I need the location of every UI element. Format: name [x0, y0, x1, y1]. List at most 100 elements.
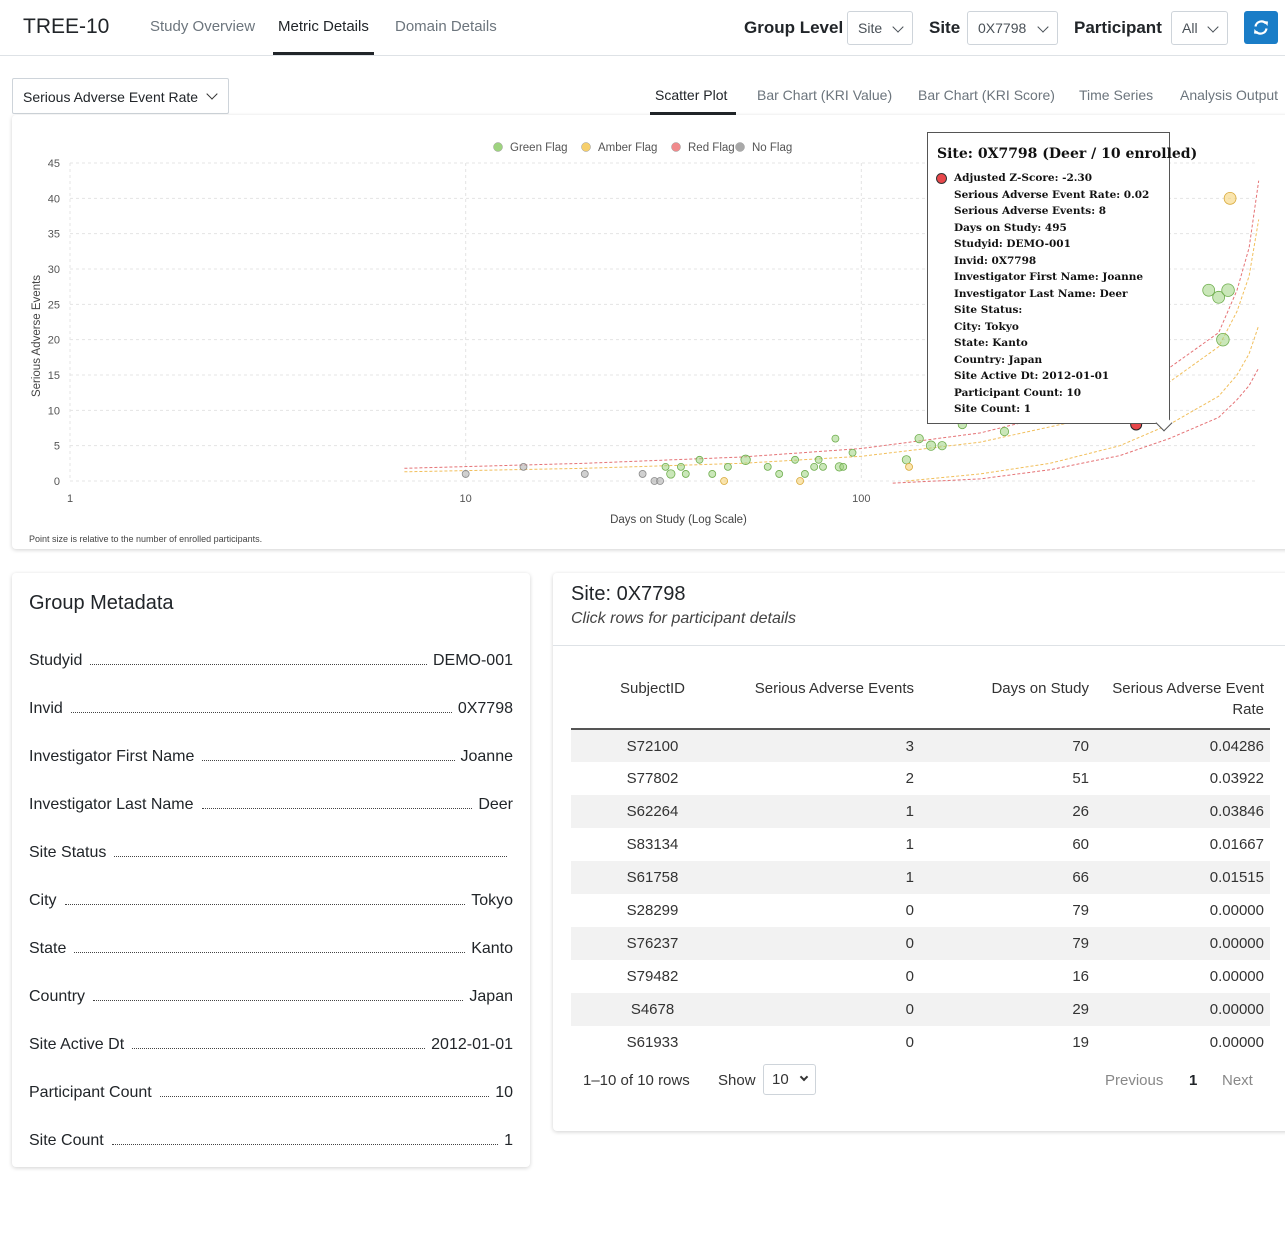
cell-subjectid: S72100 — [571, 729, 734, 762]
tab-analysis-output[interactable]: Analysis Output — [1180, 87, 1279, 103]
metadata-value: Tokyo — [471, 892, 513, 909]
y-tick-label: 15 — [48, 370, 60, 382]
table-row[interactable]: S61933 0 19 0.00000 — [571, 1026, 1270, 1059]
metadata-value: 2012-01-01 — [431, 1036, 513, 1053]
site-select[interactable]: 0X7798 — [967, 11, 1058, 45]
tab-bar-chart-kri-score[interactable]: Bar Chart (KRI Score) — [918, 87, 1055, 103]
table-row[interactable]: S76237 0 79 0.00000 — [571, 927, 1270, 960]
site-point — [839, 462, 848, 471]
page-number-button[interactable]: 1 — [1189, 1072, 1198, 1089]
tab-time-series[interactable]: Time Series — [1079, 87, 1154, 103]
tab-metric-details[interactable]: Metric Details — [278, 18, 369, 35]
site-point — [999, 426, 1010, 437]
dotted-leader — [132, 1048, 426, 1049]
cell-subjectid: S79482 — [626, 968, 679, 985]
tooltip-line: State: Kanto — [954, 337, 1028, 349]
site-point — [1212, 290, 1226, 304]
tooltip-line: Serious Adverse Events: 8 — [954, 205, 1107, 217]
metadata-row: Investigator Last Name Deer — [29, 790, 513, 814]
cell-serious-adverse-events: 0 — [734, 927, 920, 960]
column-header-days-on-study[interactable]: Days on Study — [920, 678, 1095, 730]
dotted-leader — [93, 1000, 464, 1001]
table-row[interactable]: S77802 2 51 0.03922 — [571, 762, 1270, 795]
metadata-key: Country — [29, 988, 86, 1005]
page-size-label: Show — [718, 1072, 756, 1089]
group-level-select[interactable]: Site — [847, 11, 913, 45]
site-point — [905, 462, 913, 471]
top-navbar: TREE-10 Study Overview Metric Details Do… — [0, 0, 1285, 56]
cell-sae-rate: 0.00000 — [1095, 993, 1270, 1026]
red-flag-marker-icon — [936, 173, 947, 184]
tab-study-overview[interactable]: Study Overview — [150, 18, 256, 35]
site-point — [656, 477, 664, 485]
tooltip-line: City: Tokyo — [954, 320, 1019, 333]
table-row[interactable]: S62264 1 26 0.03846 — [571, 795, 1270, 828]
site-label: Site — [929, 18, 961, 37]
site-panel-title: Site: 0X7798 — [571, 583, 686, 605]
refresh-button[interactable] — [1244, 11, 1278, 44]
cell-subjectid: S76237 — [571, 927, 734, 960]
metric-select[interactable]: Serious Adverse Event Rate — [12, 78, 229, 114]
cell-serious-adverse-events: 1 — [905, 836, 914, 853]
y-tick-label: 5 — [54, 441, 60, 453]
table-row[interactable]: S72100 3 70 0.04286 — [571, 729, 1270, 762]
metadata-row: Country Japan — [29, 982, 513, 1006]
active-tab-indicator — [273, 52, 374, 55]
y-tick-label: 0 — [54, 476, 60, 488]
tab-bar-chart-kri-value[interactable]: Bar Chart (KRI Value) — [757, 87, 893, 103]
previous-page-button[interactable]: Previous — [1105, 1072, 1164, 1089]
flag-boundary-line — [404, 219, 1260, 473]
metadata-key: State — [29, 940, 67, 957]
metadata-key: Investigator Last Name — [29, 796, 194, 813]
column-header-sae-rate[interactable]: Serious Adverse Event Rate — [1095, 678, 1270, 730]
table-row[interactable]: S28299 0 79 0.00000 — [571, 894, 1270, 927]
tooltip-line: Invid: 0X7798 — [954, 254, 1037, 267]
participant-label: Participant — [1074, 18, 1162, 37]
dotted-leader — [159, 1096, 490, 1097]
table-row[interactable]: S83134 1 60 0.01667 — [571, 828, 1270, 861]
metadata-value: 10 — [495, 1084, 513, 1101]
column-header-serious-adverse-events[interactable]: Serious Adverse Events — [734, 678, 920, 730]
cell-days-on-study: 29 — [920, 993, 1095, 1026]
participant-select[interactable]: All — [1171, 11, 1228, 45]
site-point — [800, 470, 809, 478]
next-page-button[interactable]: Next — [1222, 1072, 1253, 1089]
table-row[interactable]: S79482 0 16 0.00000 — [571, 960, 1270, 993]
tooltip-line: Investigator Last Name: Deer — [954, 287, 1128, 300]
tooltip-details: Adjusted Z-Score: -2.30 Serious Adverse … — [954, 170, 1149, 418]
legend-marker — [493, 142, 503, 152]
group-level-value: Site — [858, 20, 883, 36]
tooltip-line: Days on Study: 495 — [954, 221, 1067, 234]
site-point — [1202, 283, 1216, 297]
dotted-leader — [111, 1144, 499, 1145]
site-point — [819, 462, 827, 471]
column-header-subjectid[interactable]: SubjectID — [571, 678, 734, 730]
tab-scatter-plot[interactable]: Scatter Plot — [655, 87, 728, 103]
metadata-row: Invid 0X7798 — [29, 694, 513, 718]
cell-days-on-study: 79 — [1072, 902, 1089, 919]
cell-subjectid: S61758 — [571, 861, 734, 894]
page-size-select[interactable]: 10 — [763, 1064, 816, 1095]
site-point — [796, 477, 804, 485]
x-tick-label: 10 — [460, 493, 472, 505]
dotted-leader — [114, 856, 507, 857]
y-tick-label: 40 — [48, 193, 60, 205]
y-tick-label: 10 — [48, 405, 60, 417]
metadata-value: Japan — [469, 988, 513, 1005]
site-point — [580, 470, 589, 478]
site-point — [763, 462, 772, 471]
flag-boundary-line — [892, 367, 1260, 484]
cell-days-on-study: 60 — [1072, 836, 1089, 853]
tooltip-line: Adjusted Z-Score: -2.30 — [954, 172, 1093, 184]
tooltip-line: Participant Count: 10 — [954, 386, 1082, 399]
site-point — [925, 440, 937, 451]
table-row[interactable]: S61758 1 66 0.01515 — [571, 861, 1270, 894]
y-tick-label: 45 — [48, 158, 60, 170]
cell-serious-adverse-events: 0 — [905, 902, 914, 919]
cell-sae-rate: 0.00000 — [1209, 968, 1264, 985]
chevron-down-icon — [892, 21, 904, 33]
tab-domain-details[interactable]: Domain Details — [395, 18, 497, 35]
site-point — [1223, 191, 1237, 205]
table-row[interactable]: S4678 0 29 0.00000 — [571, 993, 1270, 1026]
cell-days-on-study: 70 — [920, 729, 1095, 762]
